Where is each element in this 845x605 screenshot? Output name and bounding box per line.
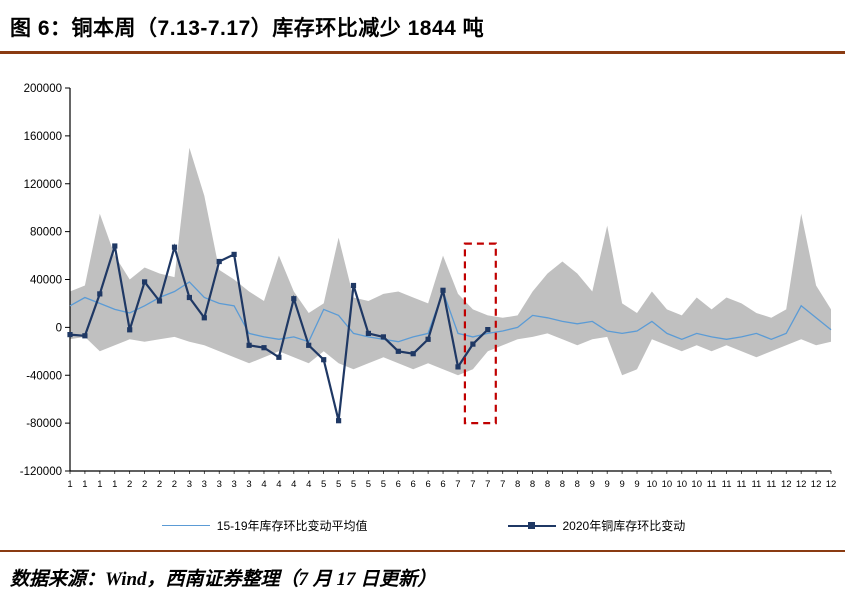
svg-text:4: 4: [276, 479, 281, 490]
svg-text:1: 1: [112, 479, 117, 490]
svg-text:5: 5: [381, 479, 386, 490]
svg-text:6: 6: [425, 479, 430, 490]
svg-text:7: 7: [485, 479, 490, 490]
svg-text:10: 10: [662, 479, 673, 490]
chart-area: 200000 160000 120000 80000 40000 0 -40000 -8000…: [0, 54, 845, 534]
svg-text:0: 0: [56, 322, 62, 334]
svg-text:-120000: -120000: [20, 466, 62, 478]
svg-text:2: 2: [127, 479, 132, 490]
svg-text:1: 1: [67, 479, 72, 490]
svg-text:6: 6: [411, 479, 416, 490]
svg-text:4: 4: [291, 479, 296, 490]
svg-text:6: 6: [396, 479, 401, 490]
svg-text:3: 3: [217, 479, 222, 490]
svg-text:10: 10: [691, 479, 702, 490]
title-underline: [0, 51, 845, 54]
svg-text:9: 9: [605, 479, 610, 490]
svg-text:120000: 120000: [24, 179, 62, 191]
svg-text:11: 11: [722, 479, 732, 490]
svg-text:11: 11: [707, 479, 717, 490]
svg-text:3: 3: [246, 479, 251, 490]
square-marker-icon: [528, 522, 535, 529]
legend-label-2020: 2020年铜库存环比变动: [562, 519, 686, 533]
svg-text:3: 3: [202, 479, 207, 490]
svg-text:12: 12: [796, 479, 807, 490]
svg-text:8: 8: [545, 479, 550, 490]
svg-text:11: 11: [751, 479, 761, 490]
svg-text:9: 9: [619, 479, 624, 490]
line-2020-swatch: [507, 522, 556, 529]
svg-text:3: 3: [231, 479, 236, 490]
svg-text:10: 10: [647, 479, 658, 490]
svg-text:1: 1: [82, 479, 87, 490]
figure-title: 图 6：铜本周（7.13-7.17）库存环比减少 1844 吨: [10, 17, 485, 40]
svg-text:5: 5: [351, 479, 356, 490]
svg-text:7: 7: [470, 479, 475, 490]
svg-text:9: 9: [634, 479, 639, 490]
legend-item-average: 15-19年库存环比变动平均值: [161, 517, 368, 534]
svg-text:200000: 200000: [24, 83, 62, 95]
inventory-line-chart: 200000 160000 120000 80000 40000 0 -40000 -8000…: [20, 83, 837, 490]
svg-text:2: 2: [157, 479, 162, 490]
svg-text:8: 8: [515, 479, 520, 490]
svg-text:8: 8: [530, 479, 535, 490]
legend-label-average: 15-19年库存环比变动平均值: [216, 519, 368, 533]
svg-text:12: 12: [781, 479, 792, 490]
avg-line-swatch: [161, 525, 210, 526]
svg-text:2: 2: [142, 479, 147, 490]
source-divider: [0, 550, 845, 552]
svg-text:-80000: -80000: [26, 418, 62, 430]
svg-text:12: 12: [811, 479, 822, 490]
svg-text:10: 10: [676, 479, 687, 490]
svg-text:-40000: -40000: [26, 370, 62, 382]
legend-item-2020: 2020年铜库存环比变动: [507, 517, 686, 534]
svg-text:11: 11: [766, 479, 776, 490]
data-source: 数据来源：Wind，西南证券整理（7 月 17 日更新）: [10, 569, 437, 590]
svg-text:5: 5: [321, 479, 326, 490]
svg-text:40000: 40000: [30, 275, 62, 287]
svg-text:160000: 160000: [24, 131, 62, 143]
svg-text:11: 11: [737, 479, 747, 490]
svg-text:9: 9: [590, 479, 595, 490]
svg-text:4: 4: [261, 479, 266, 490]
svg-text:5: 5: [366, 479, 371, 490]
svg-text:3: 3: [187, 479, 192, 490]
svg-text:80000: 80000: [30, 227, 62, 239]
svg-text:2: 2: [172, 479, 177, 490]
svg-text:8: 8: [560, 479, 565, 490]
svg-text:7: 7: [455, 479, 460, 490]
svg-text:12: 12: [826, 479, 837, 490]
svg-text:6: 6: [440, 479, 445, 490]
svg-text:4: 4: [306, 479, 311, 490]
svg-text:7: 7: [500, 479, 505, 490]
svg-text:1: 1: [97, 479, 102, 490]
svg-text:5: 5: [336, 479, 341, 490]
chart-legend: 15-19年库存环比变动平均值 2020年铜库存环比变动: [4, 517, 843, 534]
svg-text:8: 8: [575, 479, 580, 490]
